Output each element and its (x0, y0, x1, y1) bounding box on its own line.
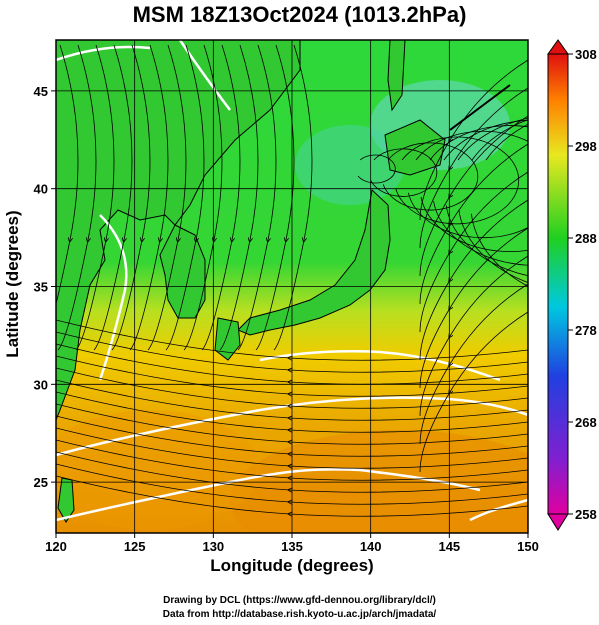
kurils (449, 84, 511, 131)
streamline (56, 367, 528, 409)
streamline (56, 331, 528, 373)
y-tick-label: 30 (34, 377, 48, 392)
streamline (419, 227, 528, 389)
y-tick-label: 40 (34, 182, 48, 197)
x-tick-label: 125 (124, 539, 146, 554)
x-tick-label: 150 (517, 539, 539, 554)
streamline (357, 154, 396, 184)
x-tick-label: 145 (438, 539, 460, 554)
streamline (75, 44, 115, 351)
streamline (165, 44, 205, 351)
streamline (111, 44, 151, 351)
streamline (273, 44, 313, 351)
credit-data: Data from http://database.rish.kyoto-u.a… (162, 609, 437, 620)
korean-peninsula (159, 224, 206, 319)
streamline (57, 44, 97, 351)
streamline (458, 119, 528, 283)
streamline (56, 379, 528, 421)
colorbar-top-triangle (547, 39, 569, 55)
streamline (419, 143, 528, 305)
wind-streamlines (56, 44, 528, 517)
streamline (408, 130, 528, 239)
streamline (237, 44, 277, 351)
streamline (56, 427, 528, 469)
streamline (56, 319, 528, 361)
colorbar-tick-label: 308 (575, 47, 597, 62)
colorbar-tick-label: 298 (575, 139, 597, 154)
y-axis-ticks: 25 30 35 40 45 (34, 84, 56, 490)
map-title: MSM 18Z13Oct2024 (1013.2hPa) (132, 2, 467, 27)
x-tick-label: 135 (281, 539, 303, 554)
colorbar-tick-label: 258 (575, 507, 597, 522)
x-axis-label: Longitude (degrees) (210, 556, 374, 575)
streamline (419, 115, 528, 277)
honshu (237, 189, 391, 336)
streamline (56, 439, 528, 481)
streamline (56, 403, 528, 445)
colorbar-body (547, 53, 569, 515)
streamline (129, 44, 169, 351)
credit-drawing: Drawing by DCL (https://www.gfd-dennou.o… (163, 595, 436, 606)
sakhalin (387, 40, 406, 112)
streamline (93, 44, 133, 351)
streamline (255, 44, 295, 351)
x-tick-label: 120 (45, 539, 67, 554)
y-tick-label: 35 (34, 280, 48, 295)
x-tick-label: 140 (360, 539, 382, 554)
kyushu (214, 317, 241, 361)
colorbar-tick-label: 278 (575, 323, 597, 338)
y-tick-label: 25 (34, 475, 48, 490)
streamline (419, 311, 528, 473)
colorbar-tick-label: 288 (575, 231, 597, 246)
streamline (56, 463, 528, 505)
streamline (219, 44, 259, 351)
x-tick-label: 130 (202, 539, 224, 554)
x-axis-ticks: 120 125 130 135 140 145 150 (45, 533, 539, 554)
streamline (419, 87, 528, 249)
streamline (56, 415, 528, 457)
streamline (183, 44, 223, 351)
streamline (56, 451, 528, 493)
y-tick-label: 45 (34, 84, 48, 99)
hokkaido (384, 119, 446, 176)
colorbar-tick-label: 268 (575, 415, 597, 430)
colorbar-ticks: 308 298 288 278 268 258 (568, 47, 597, 522)
streamline (201, 44, 241, 351)
streamline (419, 59, 528, 221)
colorbar: 308 298 288 278 268 258 (547, 39, 597, 531)
streamline (419, 255, 528, 417)
streamline (370, 148, 438, 197)
streamline (419, 171, 528, 333)
streamline (419, 283, 528, 445)
streamline (419, 199, 528, 361)
streamline (147, 44, 187, 351)
colorbar-bottom-triangle (547, 513, 569, 531)
streamline (56, 44, 79, 306)
streamline (56, 343, 528, 385)
streamline (56, 391, 528, 433)
streamline (56, 475, 528, 517)
